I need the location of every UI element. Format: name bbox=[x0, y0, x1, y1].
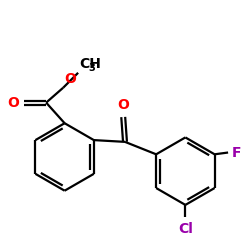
Text: O: O bbox=[117, 98, 129, 112]
Text: CH: CH bbox=[79, 57, 101, 71]
Text: O: O bbox=[64, 72, 76, 86]
Text: Cl: Cl bbox=[178, 222, 193, 236]
Text: 3: 3 bbox=[89, 63, 96, 73]
Text: O: O bbox=[7, 96, 19, 110]
Text: F: F bbox=[232, 146, 241, 160]
